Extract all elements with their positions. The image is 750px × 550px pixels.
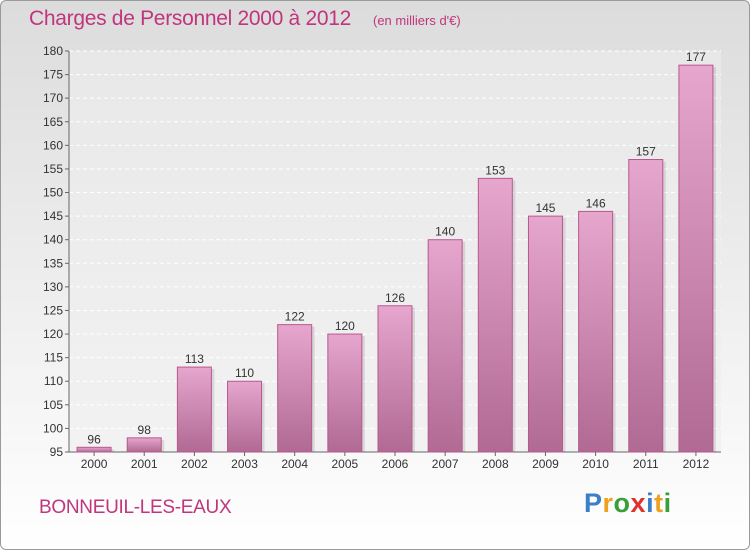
data-label: 110 (235, 366, 254, 380)
bar (176, 366, 212, 453)
data-label: 146 (586, 196, 606, 210)
y-tick-label: 120 (43, 327, 63, 341)
bar (377, 305, 413, 453)
city-name: BONNEUIL-LES-EAUX (39, 497, 232, 518)
chart-title: Charges de Personnel 2000 à 2012 (29, 7, 351, 30)
x-tick-label: 2011 (633, 457, 659, 471)
logo-letter: P (584, 488, 603, 518)
bar (76, 446, 112, 453)
bar (227, 380, 263, 453)
logo-letter: r (602, 488, 614, 518)
y-tick-label: 110 (44, 374, 63, 388)
bar (527, 215, 563, 453)
y-tick-label: 160 (43, 138, 63, 152)
y-tick-label: 165 (43, 115, 63, 129)
bar (578, 210, 614, 453)
bar (628, 159, 664, 453)
y-tick-label: 135 (43, 256, 63, 270)
bar (126, 437, 162, 453)
data-label: 96 (87, 432, 101, 446)
logo-letter: i (663, 488, 672, 518)
y-tick-label: 170 (43, 91, 63, 105)
x-tick-label: 2008 (482, 457, 509, 471)
data-label: 177 (686, 50, 706, 64)
y-tick-label: 115 (44, 351, 63, 365)
x-tick-label: 2005 (331, 457, 358, 471)
x-tick-label: 2012 (683, 457, 710, 471)
data-label: 126 (385, 291, 405, 305)
y-tick-label: 155 (43, 162, 63, 176)
x-tick-label: 2009 (532, 457, 559, 471)
y-tick-label: 125 (43, 303, 63, 317)
x-tick-label: 2010 (582, 457, 609, 471)
logo-letter: x (630, 488, 647, 518)
y-tick-label: 105 (43, 398, 63, 412)
proxiti-logo[interactable]: Proxiti (584, 488, 672, 519)
bar (327, 333, 363, 453)
x-tick-label: 2000 (81, 457, 108, 471)
bar (277, 324, 313, 453)
data-label: 153 (485, 163, 505, 177)
data-label: 140 (435, 225, 455, 239)
bar (477, 177, 513, 453)
y-tick-label: 150 (43, 186, 63, 200)
data-label: 98 (138, 423, 152, 437)
x-tick-label: 2006 (382, 457, 409, 471)
logo-letter: i (646, 488, 655, 518)
x-tick-label: 2002 (181, 457, 208, 471)
x-tick-label: 2001 (131, 457, 158, 471)
data-label: 122 (285, 310, 305, 324)
y-tick-label: 130 (43, 280, 63, 294)
logo-letter: o (613, 488, 631, 518)
bar (678, 64, 714, 453)
x-tick-label: 2007 (432, 457, 459, 471)
x-tick-label: 2003 (231, 457, 258, 471)
y-tick-label: 95 (50, 445, 64, 459)
x-tick-label: 2004 (281, 457, 308, 471)
data-label: 157 (636, 145, 656, 159)
y-tick-label: 100 (43, 421, 63, 435)
chart-subtitle: (en milliers d'€) (373, 13, 461, 28)
data-label: 145 (535, 201, 555, 215)
logo-letter: t (654, 488, 664, 518)
y-tick-label: 140 (43, 233, 63, 247)
data-label: 120 (335, 319, 355, 333)
bar (427, 239, 463, 453)
data-label: 113 (185, 352, 204, 366)
y-tick-label: 175 (43, 68, 63, 82)
y-tick-label: 145 (43, 209, 63, 223)
y-tick-label: 180 (43, 44, 63, 58)
